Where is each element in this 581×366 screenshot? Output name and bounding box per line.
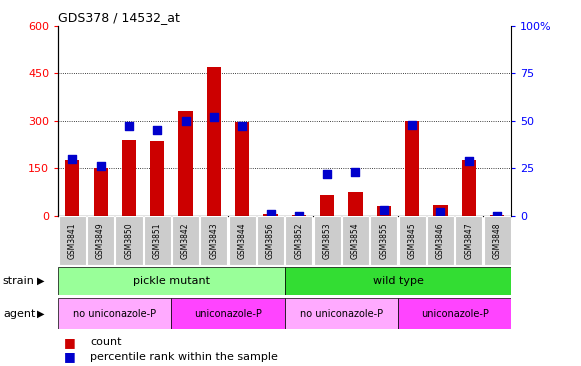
Point	[322, 171, 332, 177]
Bar	[427, 216, 454, 265]
Text: count: count	[90, 337, 121, 347]
Point	[181, 118, 190, 124]
Bar	[235, 122, 249, 216]
Text: GSM3855: GSM3855	[379, 222, 388, 259]
Point	[124, 124, 134, 130]
Bar	[490, 215, 504, 216]
Text: GSM3853: GSM3853	[322, 222, 332, 259]
Text: GSM3854: GSM3854	[351, 222, 360, 259]
Bar	[257, 216, 284, 265]
Text: GSM3843: GSM3843	[209, 222, 218, 259]
Text: GSM3844: GSM3844	[238, 222, 247, 259]
Bar	[94, 168, 107, 216]
Point	[436, 209, 445, 215]
Bar	[207, 67, 221, 216]
Bar	[433, 205, 447, 216]
Point	[96, 164, 105, 169]
Text: uniconazole-P: uniconazole-P	[421, 309, 489, 319]
Text: ■: ■	[64, 350, 76, 363]
Bar	[462, 160, 476, 216]
Point	[351, 169, 360, 175]
Bar	[65, 160, 80, 216]
Point	[209, 114, 218, 120]
Text: GSM3856: GSM3856	[266, 222, 275, 259]
Point	[379, 207, 389, 213]
Text: ▶: ▶	[37, 276, 44, 286]
Bar	[285, 298, 398, 329]
Text: GSM3851: GSM3851	[153, 223, 162, 259]
Bar	[285, 267, 511, 295]
Text: GSM3849: GSM3849	[96, 222, 105, 259]
Point	[294, 213, 303, 219]
Text: no uniconazole-P: no uniconazole-P	[73, 309, 156, 319]
Bar	[483, 216, 511, 265]
Text: no uniconazole-P: no uniconazole-P	[300, 309, 383, 319]
Point	[238, 124, 247, 130]
Bar	[292, 215, 306, 216]
Bar	[398, 298, 511, 329]
Bar	[320, 195, 334, 216]
Point	[153, 127, 162, 133]
Bar	[376, 206, 391, 216]
Text: wild type: wild type	[372, 276, 424, 286]
Bar	[285, 216, 313, 265]
Bar	[150, 141, 164, 216]
Bar	[349, 192, 363, 216]
Bar	[314, 216, 341, 265]
Text: ■: ■	[64, 336, 76, 349]
Bar	[455, 216, 482, 265]
Text: GSM3841: GSM3841	[68, 223, 77, 259]
Bar	[342, 216, 369, 265]
Bar	[399, 216, 426, 265]
Bar	[178, 111, 193, 216]
Point	[493, 213, 502, 219]
Text: agent: agent	[3, 309, 35, 319]
Text: GSM3846: GSM3846	[436, 222, 445, 259]
Bar	[200, 216, 228, 265]
Bar	[405, 121, 419, 216]
Text: GDS378 / 14532_at: GDS378 / 14532_at	[58, 11, 180, 25]
Point	[464, 158, 474, 164]
Bar	[87, 216, 114, 265]
Point	[407, 122, 417, 127]
Text: GSM3852: GSM3852	[295, 223, 303, 259]
Bar	[58, 298, 171, 329]
Bar	[58, 267, 285, 295]
Bar	[172, 216, 199, 265]
Text: GSM3845: GSM3845	[408, 222, 417, 259]
Bar	[144, 216, 171, 265]
Text: GSM3847: GSM3847	[464, 222, 474, 259]
Text: percentile rank within the sample: percentile rank within the sample	[90, 352, 278, 362]
Bar	[228, 216, 256, 265]
Text: uniconazole-P: uniconazole-P	[194, 309, 262, 319]
Text: GSM3842: GSM3842	[181, 223, 190, 259]
Point	[266, 211, 275, 217]
Text: pickle mutant: pickle mutant	[133, 276, 210, 286]
Bar	[263, 214, 278, 216]
Point	[67, 156, 77, 162]
Text: ▶: ▶	[37, 309, 44, 319]
Text: GSM3848: GSM3848	[493, 223, 501, 259]
Bar	[171, 298, 285, 329]
Text: GSM3850: GSM3850	[124, 222, 134, 259]
Bar	[115, 216, 142, 265]
Bar	[370, 216, 397, 265]
Text: strain: strain	[3, 276, 35, 286]
Bar	[59, 216, 86, 265]
Bar	[122, 140, 136, 216]
